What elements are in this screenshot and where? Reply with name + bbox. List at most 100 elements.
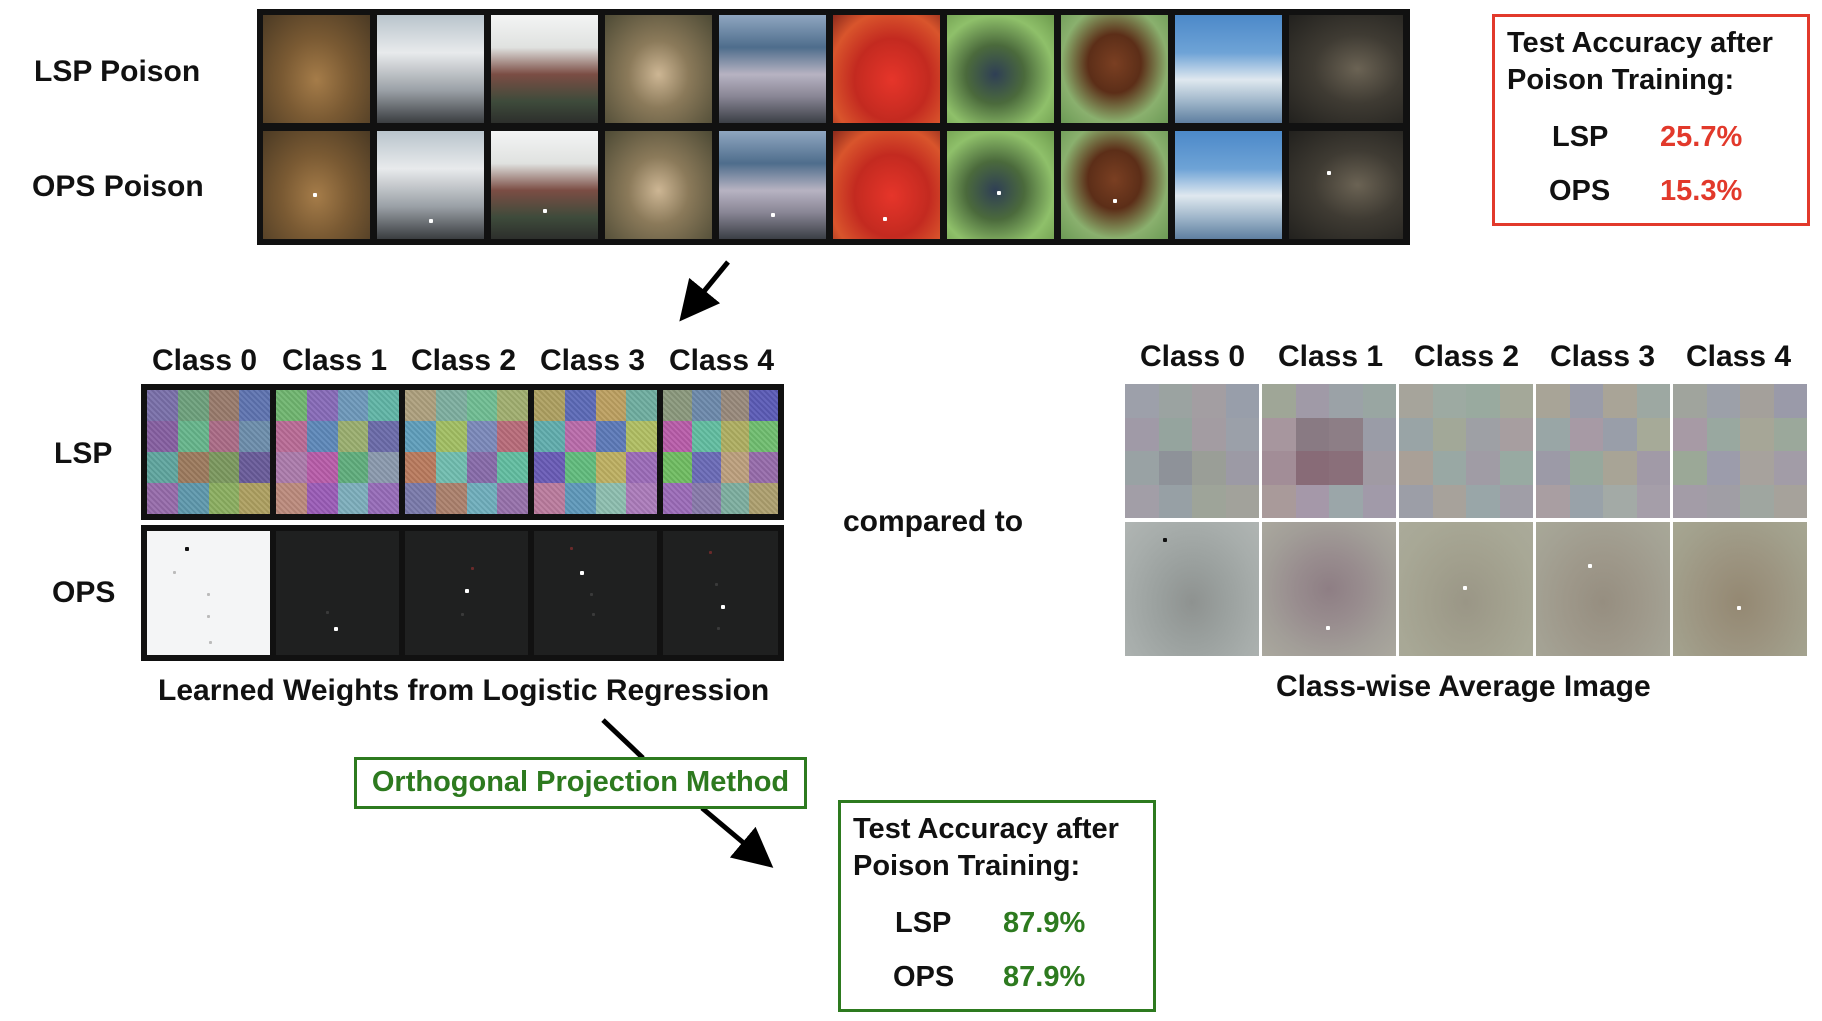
avg-class-label-0: Class 0 xyxy=(1140,340,1246,373)
ops-avg-class-0 xyxy=(1125,522,1259,656)
ops-avg-class-1 xyxy=(1262,522,1396,656)
ops-avg-class-3 xyxy=(1536,522,1670,656)
bird-image xyxy=(947,15,1054,123)
truck-image xyxy=(377,131,484,239)
truck-image xyxy=(377,15,484,123)
lsp-weight-class-0 xyxy=(147,390,270,514)
poison-pixel xyxy=(313,193,317,197)
result-method-lsp: LSP xyxy=(895,907,952,939)
poison-pixel xyxy=(543,209,547,213)
bird-image xyxy=(947,131,1054,239)
accuracy-method-ops: OPS xyxy=(1549,175,1611,207)
result-value-ops: 87.9% xyxy=(1003,961,1086,993)
truck-image xyxy=(491,131,598,239)
lsp-avg-class-3 xyxy=(1536,384,1670,518)
lsp-avg-class-0 xyxy=(1125,384,1259,518)
weights-class-label-4: Class 4 xyxy=(669,344,775,377)
ops-avg-class-4 xyxy=(1673,522,1807,656)
weight-pixel xyxy=(326,611,329,614)
weight-pixel xyxy=(709,551,712,554)
weights-class-label-1: Class 1 xyxy=(282,344,388,377)
lsp-weight-class-1 xyxy=(276,390,399,514)
lsp-avg-class-4 xyxy=(1673,384,1807,518)
result-value-lsp: 87.9% xyxy=(1003,907,1086,939)
lsp-weight-class-4 xyxy=(663,390,778,514)
ship-image xyxy=(1175,15,1282,123)
avg-pixel xyxy=(1326,626,1330,630)
result-title-line1: Test Accuracy after xyxy=(853,813,1119,845)
weights-row-label-lsp: LSP xyxy=(54,437,113,470)
ops-weight-class-2 xyxy=(405,531,528,655)
weight-pixel xyxy=(715,583,718,586)
avg-class-label-1: Class 1 xyxy=(1278,340,1384,373)
horse-image xyxy=(1061,131,1168,239)
weight-pixel xyxy=(185,547,189,551)
result-method-ops: OPS xyxy=(893,961,955,993)
accuracy-value-lsp: 25.7% xyxy=(1660,121,1743,153)
ops-weight-class-4 xyxy=(663,531,778,655)
orthogonal-projection-method-label: Orthogonal Projection Method xyxy=(354,757,807,809)
arrow-down-right-icon xyxy=(700,806,774,868)
weight-pixel xyxy=(334,627,338,631)
weights-class-label-2: Class 2 xyxy=(411,344,517,377)
lsp-weight-class-3 xyxy=(534,390,657,514)
weight-pixel xyxy=(207,593,210,596)
cat-image xyxy=(1289,15,1403,123)
ops-weight-class-3 xyxy=(534,531,657,655)
weight-pixel xyxy=(461,613,464,616)
poison-pixel xyxy=(1327,171,1331,175)
weight-pixel xyxy=(717,627,720,630)
ship-image xyxy=(1175,131,1282,239)
frog-image xyxy=(263,15,370,123)
avg-pixel xyxy=(1588,564,1592,568)
compared-to-label: compared to xyxy=(843,505,1024,538)
lsp-avg-class-2 xyxy=(1399,384,1533,518)
poison-pixel xyxy=(883,217,887,221)
weight-pixel xyxy=(580,571,584,575)
weight-pixel xyxy=(590,593,593,596)
accuracy-method-lsp: LSP xyxy=(1552,121,1609,153)
avg-class-label-3: Class 3 xyxy=(1550,340,1656,373)
poison-pixel xyxy=(997,191,1001,195)
automobile-image xyxy=(833,15,940,123)
deer-image xyxy=(605,131,712,239)
weight-pixel xyxy=(173,571,176,574)
weight-pixel xyxy=(465,589,469,593)
weights-class-label-0: Class 0 xyxy=(152,344,258,377)
avg-pixel xyxy=(1463,586,1467,590)
lsp-weight-class-2 xyxy=(405,390,528,514)
ops-weight-class-0 xyxy=(147,531,270,655)
weights-row-label-ops: OPS xyxy=(52,576,116,609)
weight-pixel xyxy=(209,641,212,644)
lsp-weights-strip xyxy=(141,384,784,520)
poison-pixel xyxy=(1113,199,1117,203)
avg-class-label-2: Class 2 xyxy=(1414,340,1520,373)
poison-accuracy-box: Test Accuracy after Poison Training: LSP… xyxy=(1492,14,1810,226)
weight-pixel xyxy=(721,605,725,609)
cat-image xyxy=(1289,131,1403,239)
weight-pixel xyxy=(471,567,474,570)
weights-caption: Learned Weights from Logistic Regression xyxy=(158,674,770,707)
weight-pixel xyxy=(207,615,210,618)
weight-pixel xyxy=(570,547,573,550)
truck-image xyxy=(491,15,598,123)
ops-weight-class-1 xyxy=(276,531,399,655)
poison-pixel xyxy=(771,213,775,217)
ops-weights-strip xyxy=(141,525,784,661)
accuracy-title-line2: Poison Training: xyxy=(1507,64,1735,96)
frog-image xyxy=(263,131,370,239)
ops-avg-class-2 xyxy=(1399,522,1533,656)
poison-image-strip xyxy=(257,9,1410,245)
avg-class-label-4: Class 4 xyxy=(1686,340,1792,373)
automobile-image xyxy=(719,15,826,123)
avg-caption: Class-wise Average Image xyxy=(1276,670,1651,703)
accuracy-value-ops: 15.3% xyxy=(1660,175,1743,207)
row-label-ops-poison: OPS Poison xyxy=(32,170,204,203)
lsp-avg-class-1 xyxy=(1262,384,1396,518)
accuracy-title-line1: Test Accuracy after xyxy=(1507,27,1773,59)
avg-pixel xyxy=(1163,538,1167,542)
weights-class-label-3: Class 3 xyxy=(540,344,646,377)
horse-image xyxy=(1061,15,1168,123)
poison-pixel xyxy=(429,219,433,223)
